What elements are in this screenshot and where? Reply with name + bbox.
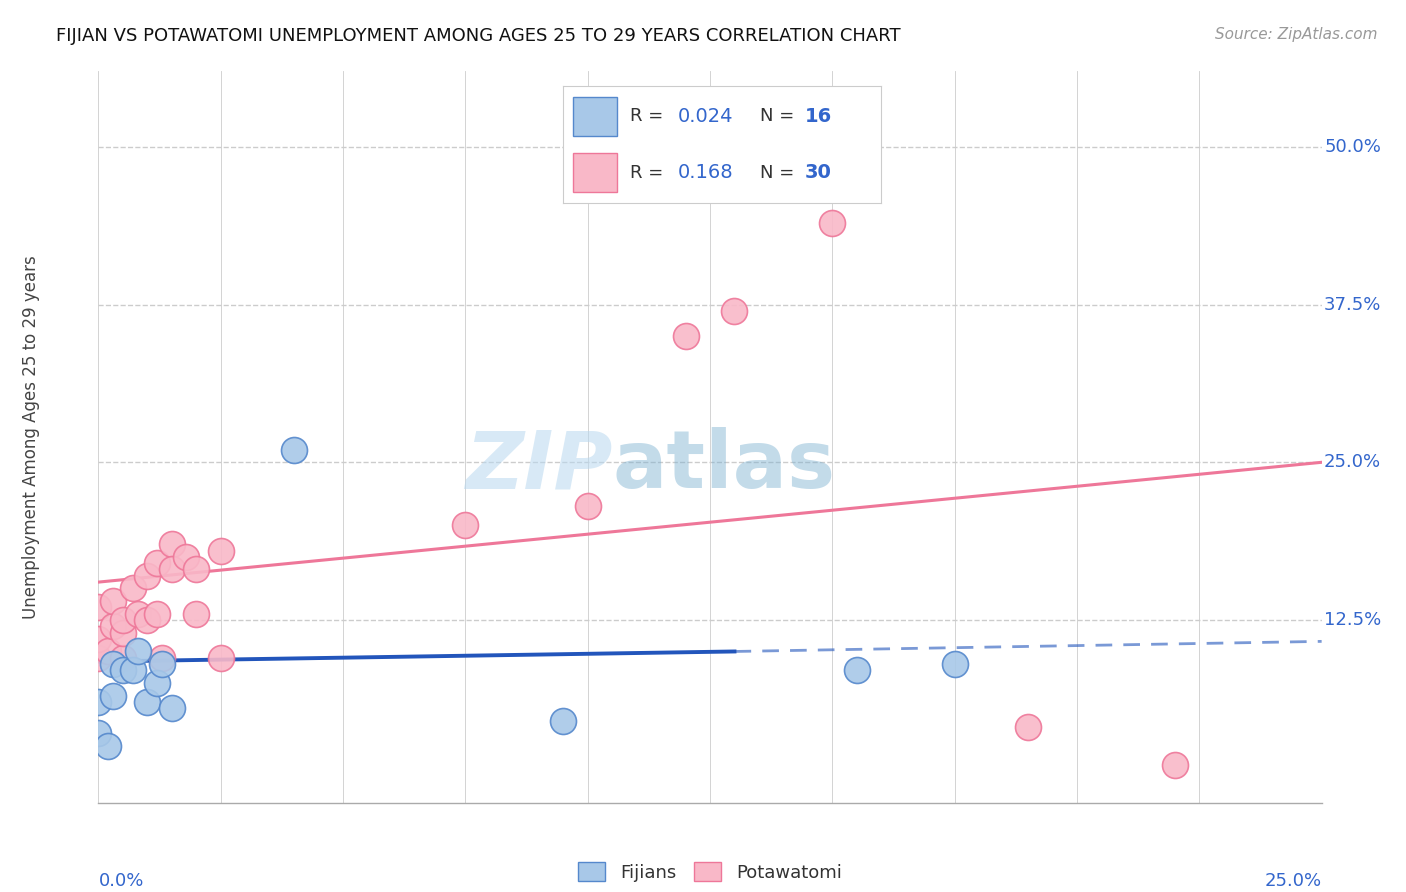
Point [160,562,183,576]
Point [943,657,966,671]
Text: 37.5%: 37.5% [1324,295,1382,314]
Point [176,549,198,564]
Point [186,562,208,576]
Point [553,714,575,728]
Text: 25.0%: 25.0% [1264,872,1322,890]
Point [101,657,124,671]
Point [121,582,143,596]
Point [87,695,110,709]
Point [101,689,124,703]
Point [101,594,124,608]
Point [87,632,110,646]
Point [136,569,159,583]
Point [87,726,110,740]
Point [87,650,110,665]
Point [146,607,169,621]
Point [111,625,134,640]
Point [97,644,120,658]
Point [136,613,159,627]
Text: ZIP: ZIP [465,427,612,506]
Text: 25.0%: 25.0% [1324,453,1381,471]
Text: 0.0%: 0.0% [98,872,143,890]
Point [150,657,173,671]
Text: 50.0%: 50.0% [1324,138,1381,156]
Point [136,695,159,709]
Point [454,518,477,533]
Point [845,664,868,678]
Point [97,739,120,753]
Point [723,304,745,318]
Point [1164,758,1187,772]
Point [209,650,232,665]
Text: Unemployment Among Ages 25 to 29 years: Unemployment Among Ages 25 to 29 years [22,255,41,619]
Text: atlas: atlas [612,427,835,506]
Point [146,676,169,690]
Text: FIJIAN VS POTAWATOMI UNEMPLOYMENT AMONG AGES 25 TO 29 YEARS CORRELATION CHART: FIJIAN VS POTAWATOMI UNEMPLOYMENT AMONG … [56,27,901,45]
Point [209,543,232,558]
Text: 12.5%: 12.5% [1324,611,1381,629]
Point [150,650,173,665]
Point [1017,720,1039,734]
Point [186,607,208,621]
Legend: Fijians, Potawatomi: Fijians, Potawatomi [571,855,849,888]
Point [87,600,110,615]
Text: Source: ZipAtlas.com: Source: ZipAtlas.com [1215,27,1378,42]
Point [146,556,169,570]
Point [127,644,149,658]
Point [111,650,134,665]
Point [111,664,134,678]
Point [121,664,143,678]
Point [160,701,183,715]
Point [283,442,305,457]
Point [111,613,134,627]
Point [675,329,697,343]
Point [101,619,124,633]
Point [821,216,844,230]
Point [160,537,183,551]
Point [576,500,599,514]
Point [127,607,149,621]
